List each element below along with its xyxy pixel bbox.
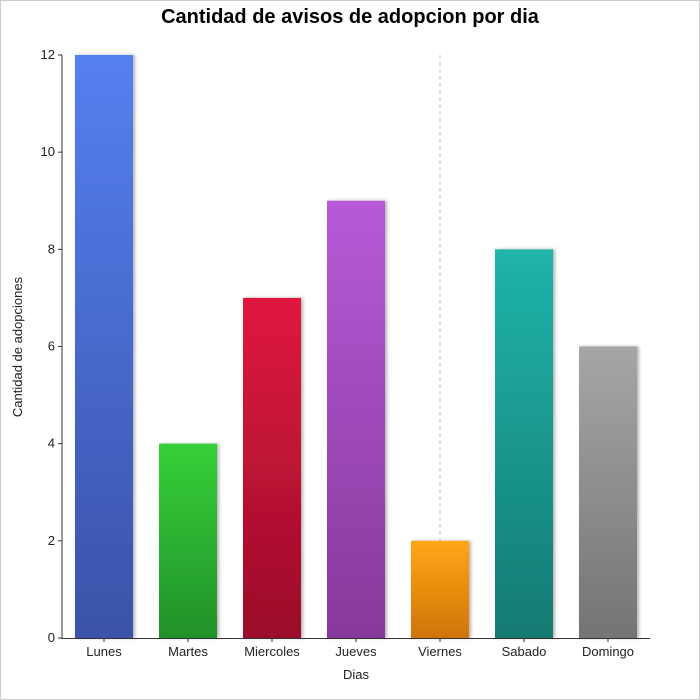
x-tick-label: Miercoles xyxy=(244,644,300,659)
chart-title: Cantidad de avisos de adopcion por dia xyxy=(161,6,539,28)
y-tick-label: 12 xyxy=(41,47,55,62)
bar-viernes[interactable] xyxy=(411,540,469,638)
x-tick-label: Domingo xyxy=(582,644,634,659)
y-tick-label: 10 xyxy=(41,144,55,159)
x-tick-label: Viernes xyxy=(418,644,462,659)
x-tick-label: Sabado xyxy=(502,644,547,659)
y-tick-label: 6 xyxy=(48,339,55,354)
bar-sabado[interactable] xyxy=(495,249,553,639)
bar-martes[interactable] xyxy=(159,443,217,638)
y-tick-label: 8 xyxy=(48,241,55,256)
y-axis-title: Cantidad de adopciones xyxy=(10,276,25,417)
y-tick-label: 4 xyxy=(48,436,55,451)
x-tick-label: Lunes xyxy=(86,644,122,659)
bar-lunes[interactable] xyxy=(75,55,133,638)
bar-domingo[interactable] xyxy=(579,346,637,639)
bar-miercoles[interactable] xyxy=(243,297,301,638)
y-tick-label: 2 xyxy=(48,533,55,548)
bar-jueves[interactable] xyxy=(327,200,385,638)
x-tick-label: Jueves xyxy=(335,644,377,659)
x-axis-title: Dias xyxy=(343,667,370,682)
x-tick-label: Martes xyxy=(168,644,208,659)
y-tick-label: 0 xyxy=(48,630,55,645)
